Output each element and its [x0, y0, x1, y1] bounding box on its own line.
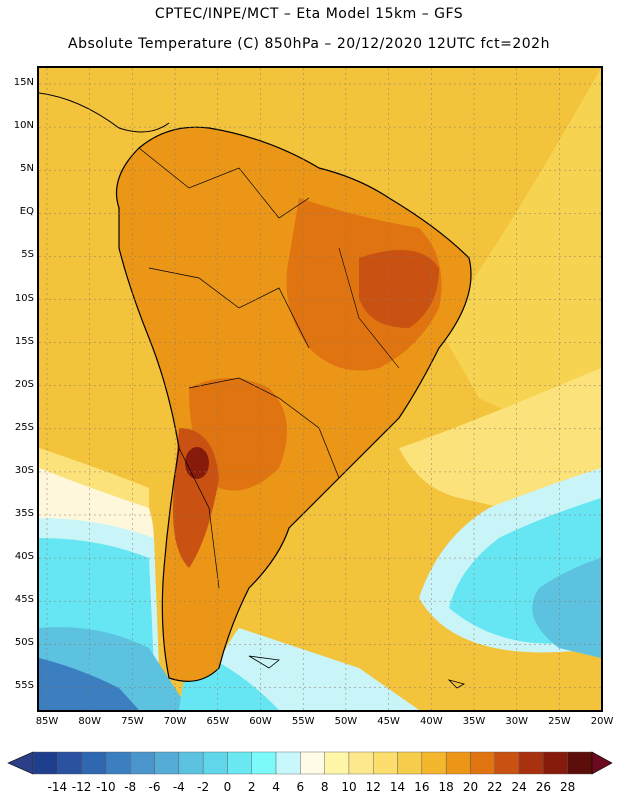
border-andes	[178, 447, 220, 589]
colorbar-swatch	[421, 751, 447, 775]
colorbar-swatch	[348, 751, 374, 775]
coastline	[115, 126, 472, 682]
colorbar-left-arrow	[7, 751, 34, 775]
latitude-label: 55S	[14, 680, 34, 692]
longitude-label: 30W	[505, 716, 528, 727]
colorbar-swatch	[202, 751, 228, 775]
colorbar-label: 10	[341, 780, 357, 794]
latitude-label: 15N	[13, 77, 34, 88]
latitude-label: EQ	[19, 206, 34, 218]
latitude-label: 5N	[20, 163, 34, 175]
border-central	[148, 267, 310, 349]
pacific-blue-band	[39, 658, 139, 710]
colorbar-label: 22	[487, 780, 503, 794]
colorbar-label: -6	[148, 780, 161, 794]
colorbar-swatch	[275, 751, 301, 775]
longitude-label: 80W	[78, 716, 101, 727]
colorbar-label: -12	[71, 780, 92, 794]
colorbar-label: 4	[272, 780, 280, 794]
colorbar-swatch	[445, 751, 471, 775]
latitude-label: 10S	[14, 292, 34, 304]
longitude-label: 85W	[35, 716, 59, 727]
latitude-label: 15S	[14, 335, 34, 347]
colorbar-label: 0	[223, 780, 232, 794]
colorbar-label: -14	[47, 780, 68, 794]
colorbar-swatch	[397, 751, 423, 775]
colorbar-label: 6	[296, 780, 305, 794]
border-south	[188, 377, 340, 479]
colorbar-swatch	[81, 751, 107, 775]
atlantic-warm-band	[439, 68, 601, 448]
colorbar-swatch	[57, 751, 82, 775]
colorbar-label: 28	[560, 780, 576, 794]
longitude-label: 60W	[249, 716, 272, 727]
colorbar-swatch	[494, 751, 520, 775]
colorbar-swatch	[130, 751, 155, 775]
colorbar-swatch	[470, 751, 495, 775]
colorbar-label: 14	[389, 780, 406, 794]
longitude-label: 75W	[121, 716, 144, 727]
colorbar-swatch	[543, 751, 568, 775]
colorbar-right-arrow	[591, 751, 613, 775]
colorbar-swatch	[567, 751, 593, 775]
south-pale-band	[209, 628, 419, 710]
border-north	[138, 147, 310, 219]
central-america-coast	[39, 92, 170, 133]
longitude-label: 55W	[291, 716, 315, 727]
longitude-label: 45W	[377, 716, 400, 727]
colorbar-label: 26	[535, 780, 552, 794]
maximum-temperature-spot	[185, 447, 209, 479]
map-canvas	[39, 68, 601, 710]
longitude-label: 20W	[590, 716, 614, 727]
colorbar-swatch	[227, 751, 252, 775]
colorbar-label: 12	[365, 780, 381, 794]
latitude-label: 40S	[14, 551, 34, 563]
latitude-label: 45S	[14, 594, 34, 606]
falkland-islands	[248, 655, 280, 669]
colorbar-swatch	[373, 751, 398, 775]
state-borders-brazil	[338, 247, 400, 369]
latitude-label: 5S	[21, 249, 34, 261]
colorbar-label: 2	[247, 780, 256, 794]
colorbar-label: 24	[511, 780, 527, 794]
latitude-label: 50S	[14, 637, 34, 649]
longitude-label: 70W	[163, 716, 187, 727]
longitude-label: 65W	[206, 716, 230, 727]
longitude-label: 40W	[419, 716, 443, 727]
longitude-label: 25W	[548, 716, 571, 727]
latitude-label: 20S	[14, 378, 34, 390]
latitude-label: 30S	[14, 464, 34, 476]
colorbar	[7, 751, 613, 775]
title-line-2: Absolute Temperature (C) 850hPa – 20/12/…	[68, 36, 550, 52]
colorbar-swatch	[324, 751, 350, 775]
longitude-label: 35W	[462, 716, 486, 727]
title-line-1: CPTEC/INPE/MCT – Eta Model 15km – GFS	[154, 6, 464, 22]
map-graticule	[39, 68, 601, 710]
colorbar-swatch	[32, 751, 58, 775]
colorbar-label: 18	[438, 780, 454, 794]
colorbar-label: -10	[96, 780, 116, 794]
colorbar-swatch	[105, 751, 131, 775]
colorbar-swatch	[154, 751, 180, 775]
northeast-hot-spot	[359, 250, 439, 328]
colorbar-swatch	[300, 751, 325, 775]
colorbar-swatch	[178, 751, 204, 775]
longitude-label: 50W	[334, 716, 358, 727]
latitude-label: 10N	[13, 120, 34, 132]
colorbar-label: 8	[320, 780, 329, 794]
latitude-label: 35S	[14, 508, 34, 519]
south-georgia	[447, 679, 466, 689]
colorbar-swatch	[251, 751, 277, 775]
colorbar-label: 16	[414, 780, 430, 794]
colorbar-label: -4	[172, 780, 185, 794]
temperature-map	[37, 66, 603, 712]
colorbar-label: -2	[197, 780, 210, 794]
colorbar-label: -8	[124, 780, 137, 794]
colorbar-label: 20	[462, 780, 479, 794]
atlantic-sky-band	[532, 558, 601, 658]
colorbar-swatch	[518, 751, 544, 775]
latitude-label: 25S	[14, 421, 34, 433]
